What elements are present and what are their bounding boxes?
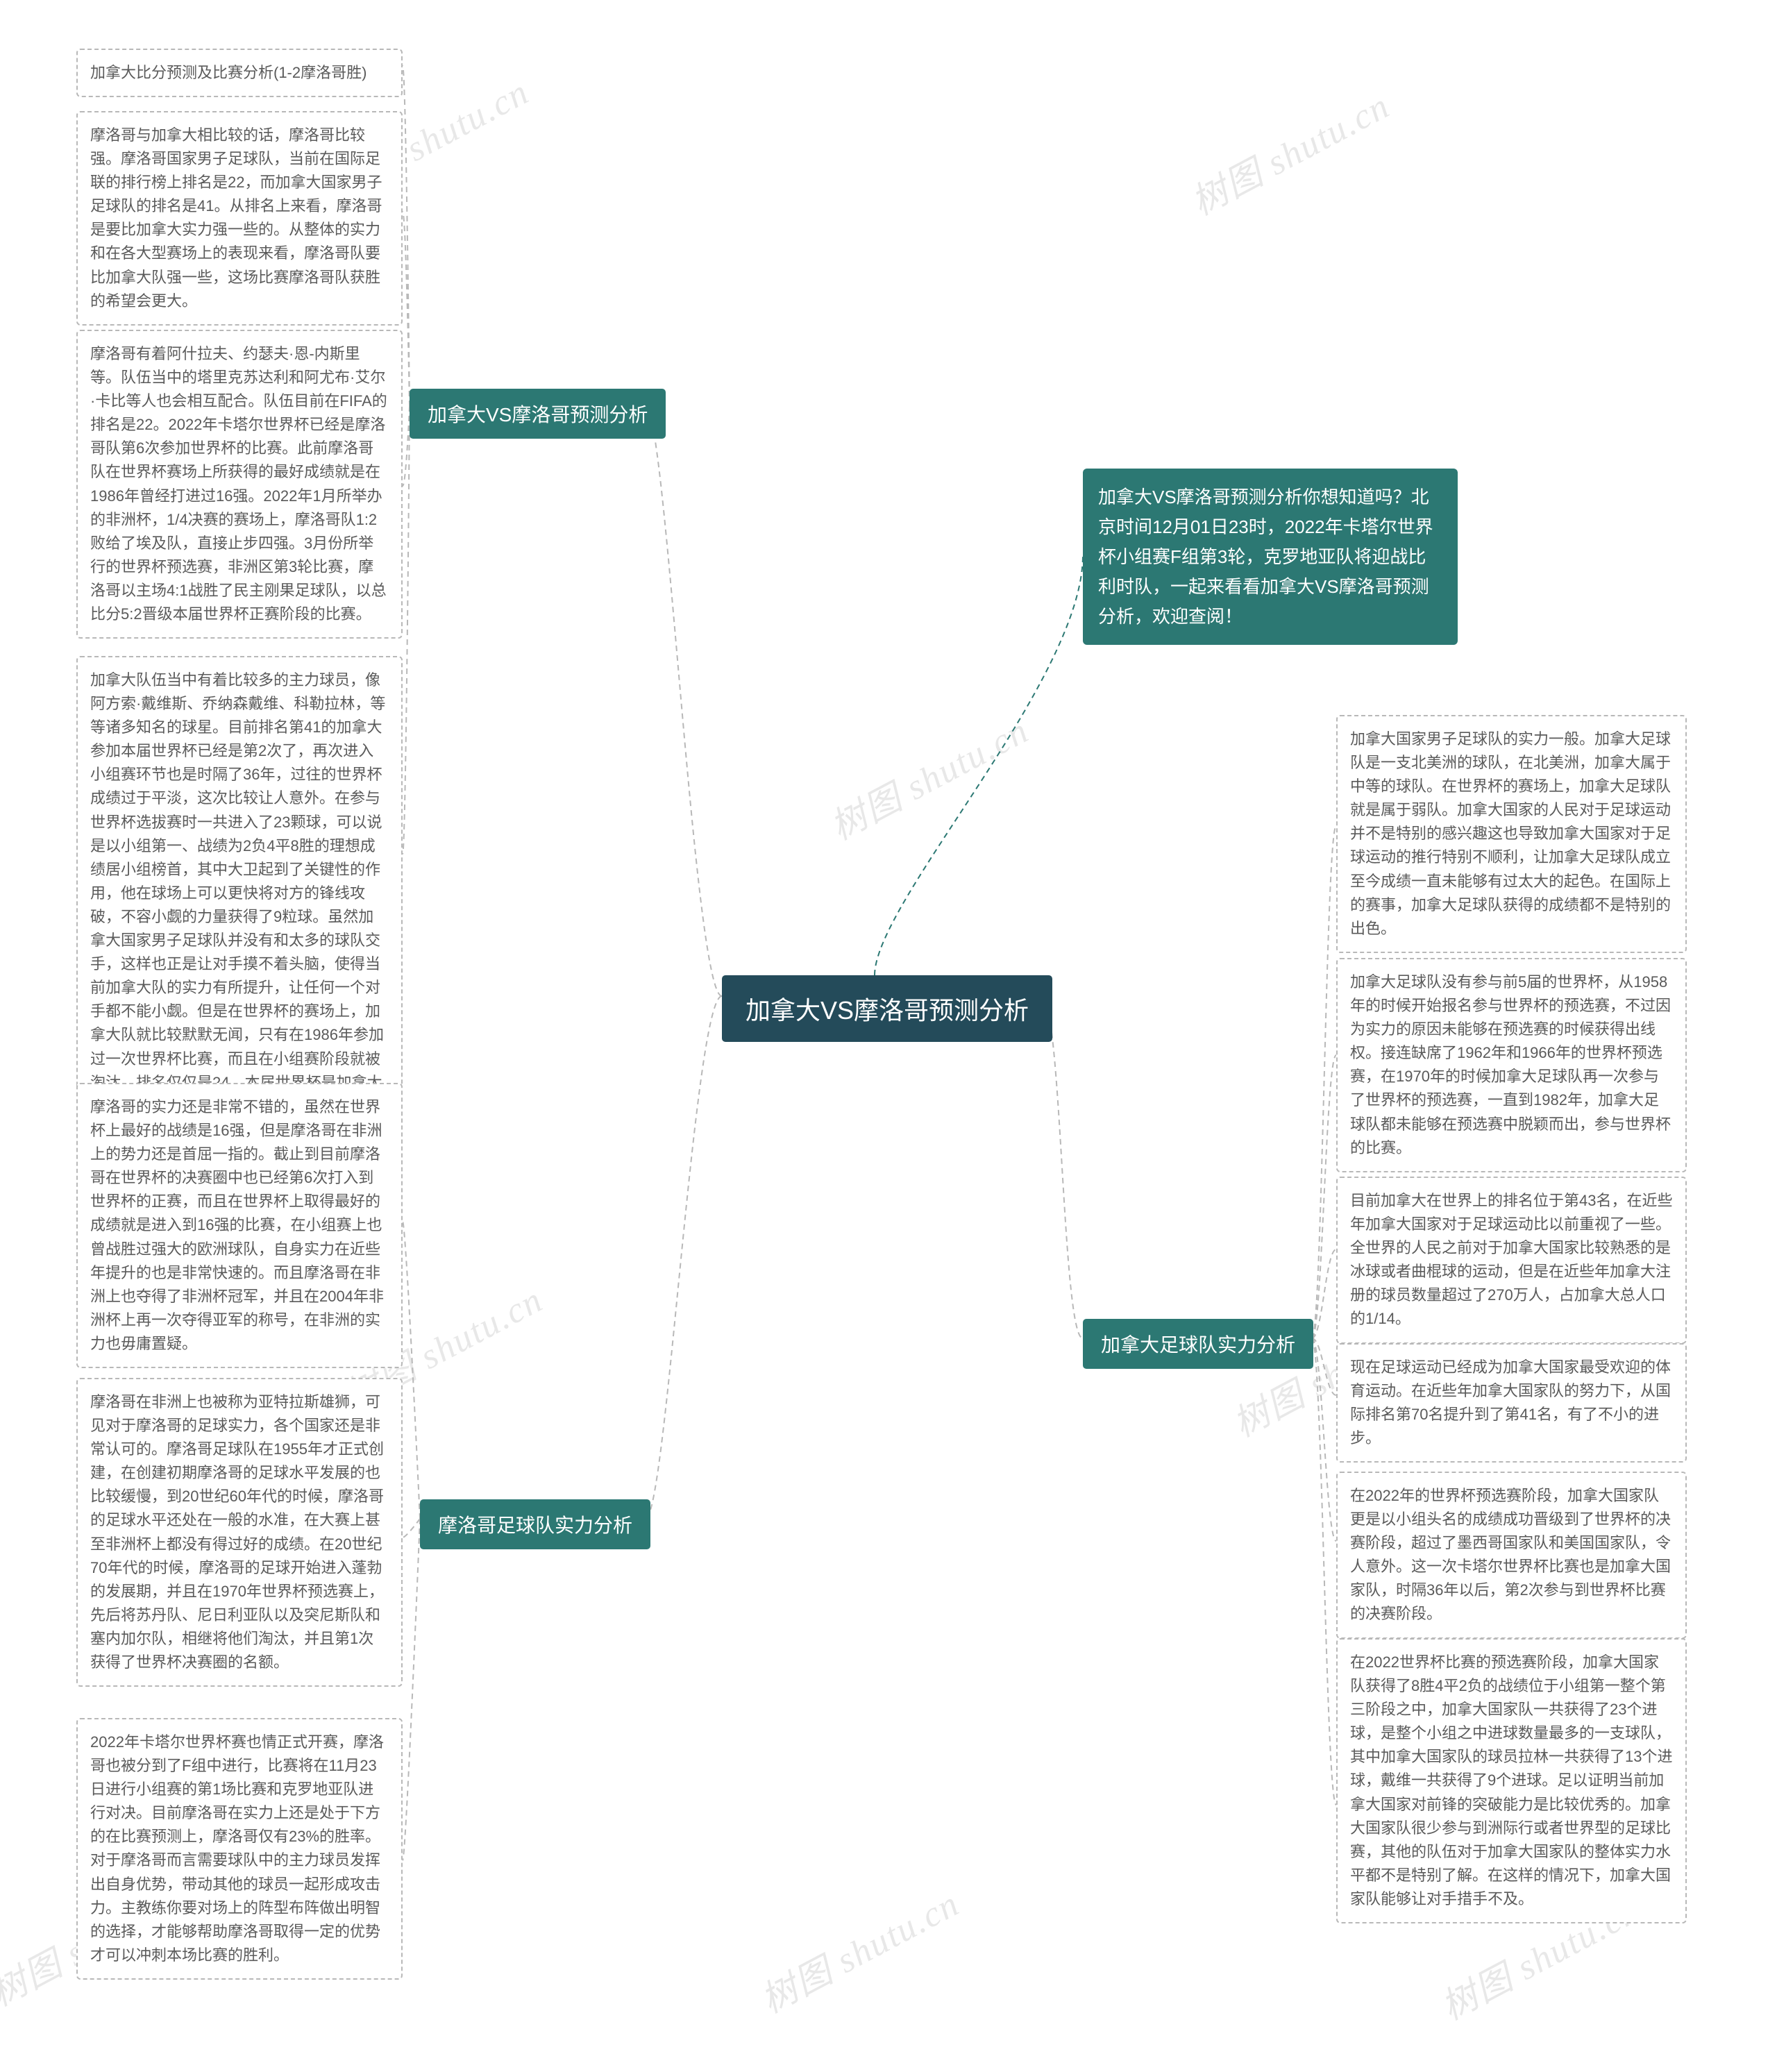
branch-canada-strength: 加拿大足球队实力分析 [1083,1319,1313,1369]
leaf-node: 在2022年的世界杯预选赛阶段，加拿大国家队更是以小组头名的成绩成功晋级到了世界… [1336,1472,1687,1639]
leaf-node: 2022年卡塔尔世界杯赛也情正式开赛，摩洛哥也被分到了F组中进行，比赛将在11月… [76,1718,403,1980]
mindmap-center-node: 加拿大VS摩洛哥预测分析 [722,975,1052,1042]
leaf-node: 加拿大国家男子足球队的实力一般。加拿大足球队是一支北美洲的球队，在北美洲，加拿大… [1336,715,1687,953]
watermark: 树图 shutu.cn [820,702,1036,850]
watermark: 树图 shutu.cn [750,1875,967,2023]
leaf-node: 摩洛哥与加拿大相比较的话，摩洛哥比较强。摩洛哥国家男子足球队，当前在国际足联的排… [76,111,403,326]
leaf-node: 摩洛哥在非洲上也被称为亚特拉斯雄狮，可见对于摩洛哥的足球实力，各个国家还是非常认… [76,1378,403,1687]
mindmap-intro-node: 加拿大VS摩洛哥预测分析你想知道吗？北京时间12月01日23时，2022年卡塔尔… [1083,469,1458,645]
leaf-node: 加拿大队伍当中有着比较多的主力球员，像阿方索·戴维斯、乔纳森戴维、科勒拉林，等等… [76,656,403,1131]
leaf-node: 摩洛哥的实力还是非常不错的，虽然在世界杯上最好的战绩是16强，但是摩洛哥在非洲上… [76,1083,403,1368]
leaf-node: 加拿大足球队没有参与前5届的世界杯，从1958年的时候开始报名参与世界杯的预选赛… [1336,958,1687,1172]
leaf-node: 摩洛哥有着阿什拉夫、约瑟夫·恩-内斯里等。队伍当中的塔里克苏达利和阿尤布·艾尔·… [76,330,403,639]
watermark: 树图 shutu.cn [1181,77,1397,226]
leaf-node: 目前加拿大在世界上的排名位于第43名，在近些年加拿大国家对于足球运动比以前重视了… [1336,1177,1687,1344]
leaf-node: 在2022世界杯比赛的预选赛阶段，加拿大国家队获得了8胜4平2负的战绩位于小组第… [1336,1638,1687,1923]
leaf-node: 加拿大比分预测及比赛分析(1-2摩洛哥胜) [76,49,403,97]
branch-prediction: 加拿大VS摩洛哥预测分析 [410,389,666,439]
leaf-node: 现在足球运动已经成为加拿大国家最受欢迎的体育运动。在近些年加拿大国家队的努力下，… [1336,1343,1687,1463]
branch-morocco-strength: 摩洛哥足球队实力分析 [420,1499,650,1549]
